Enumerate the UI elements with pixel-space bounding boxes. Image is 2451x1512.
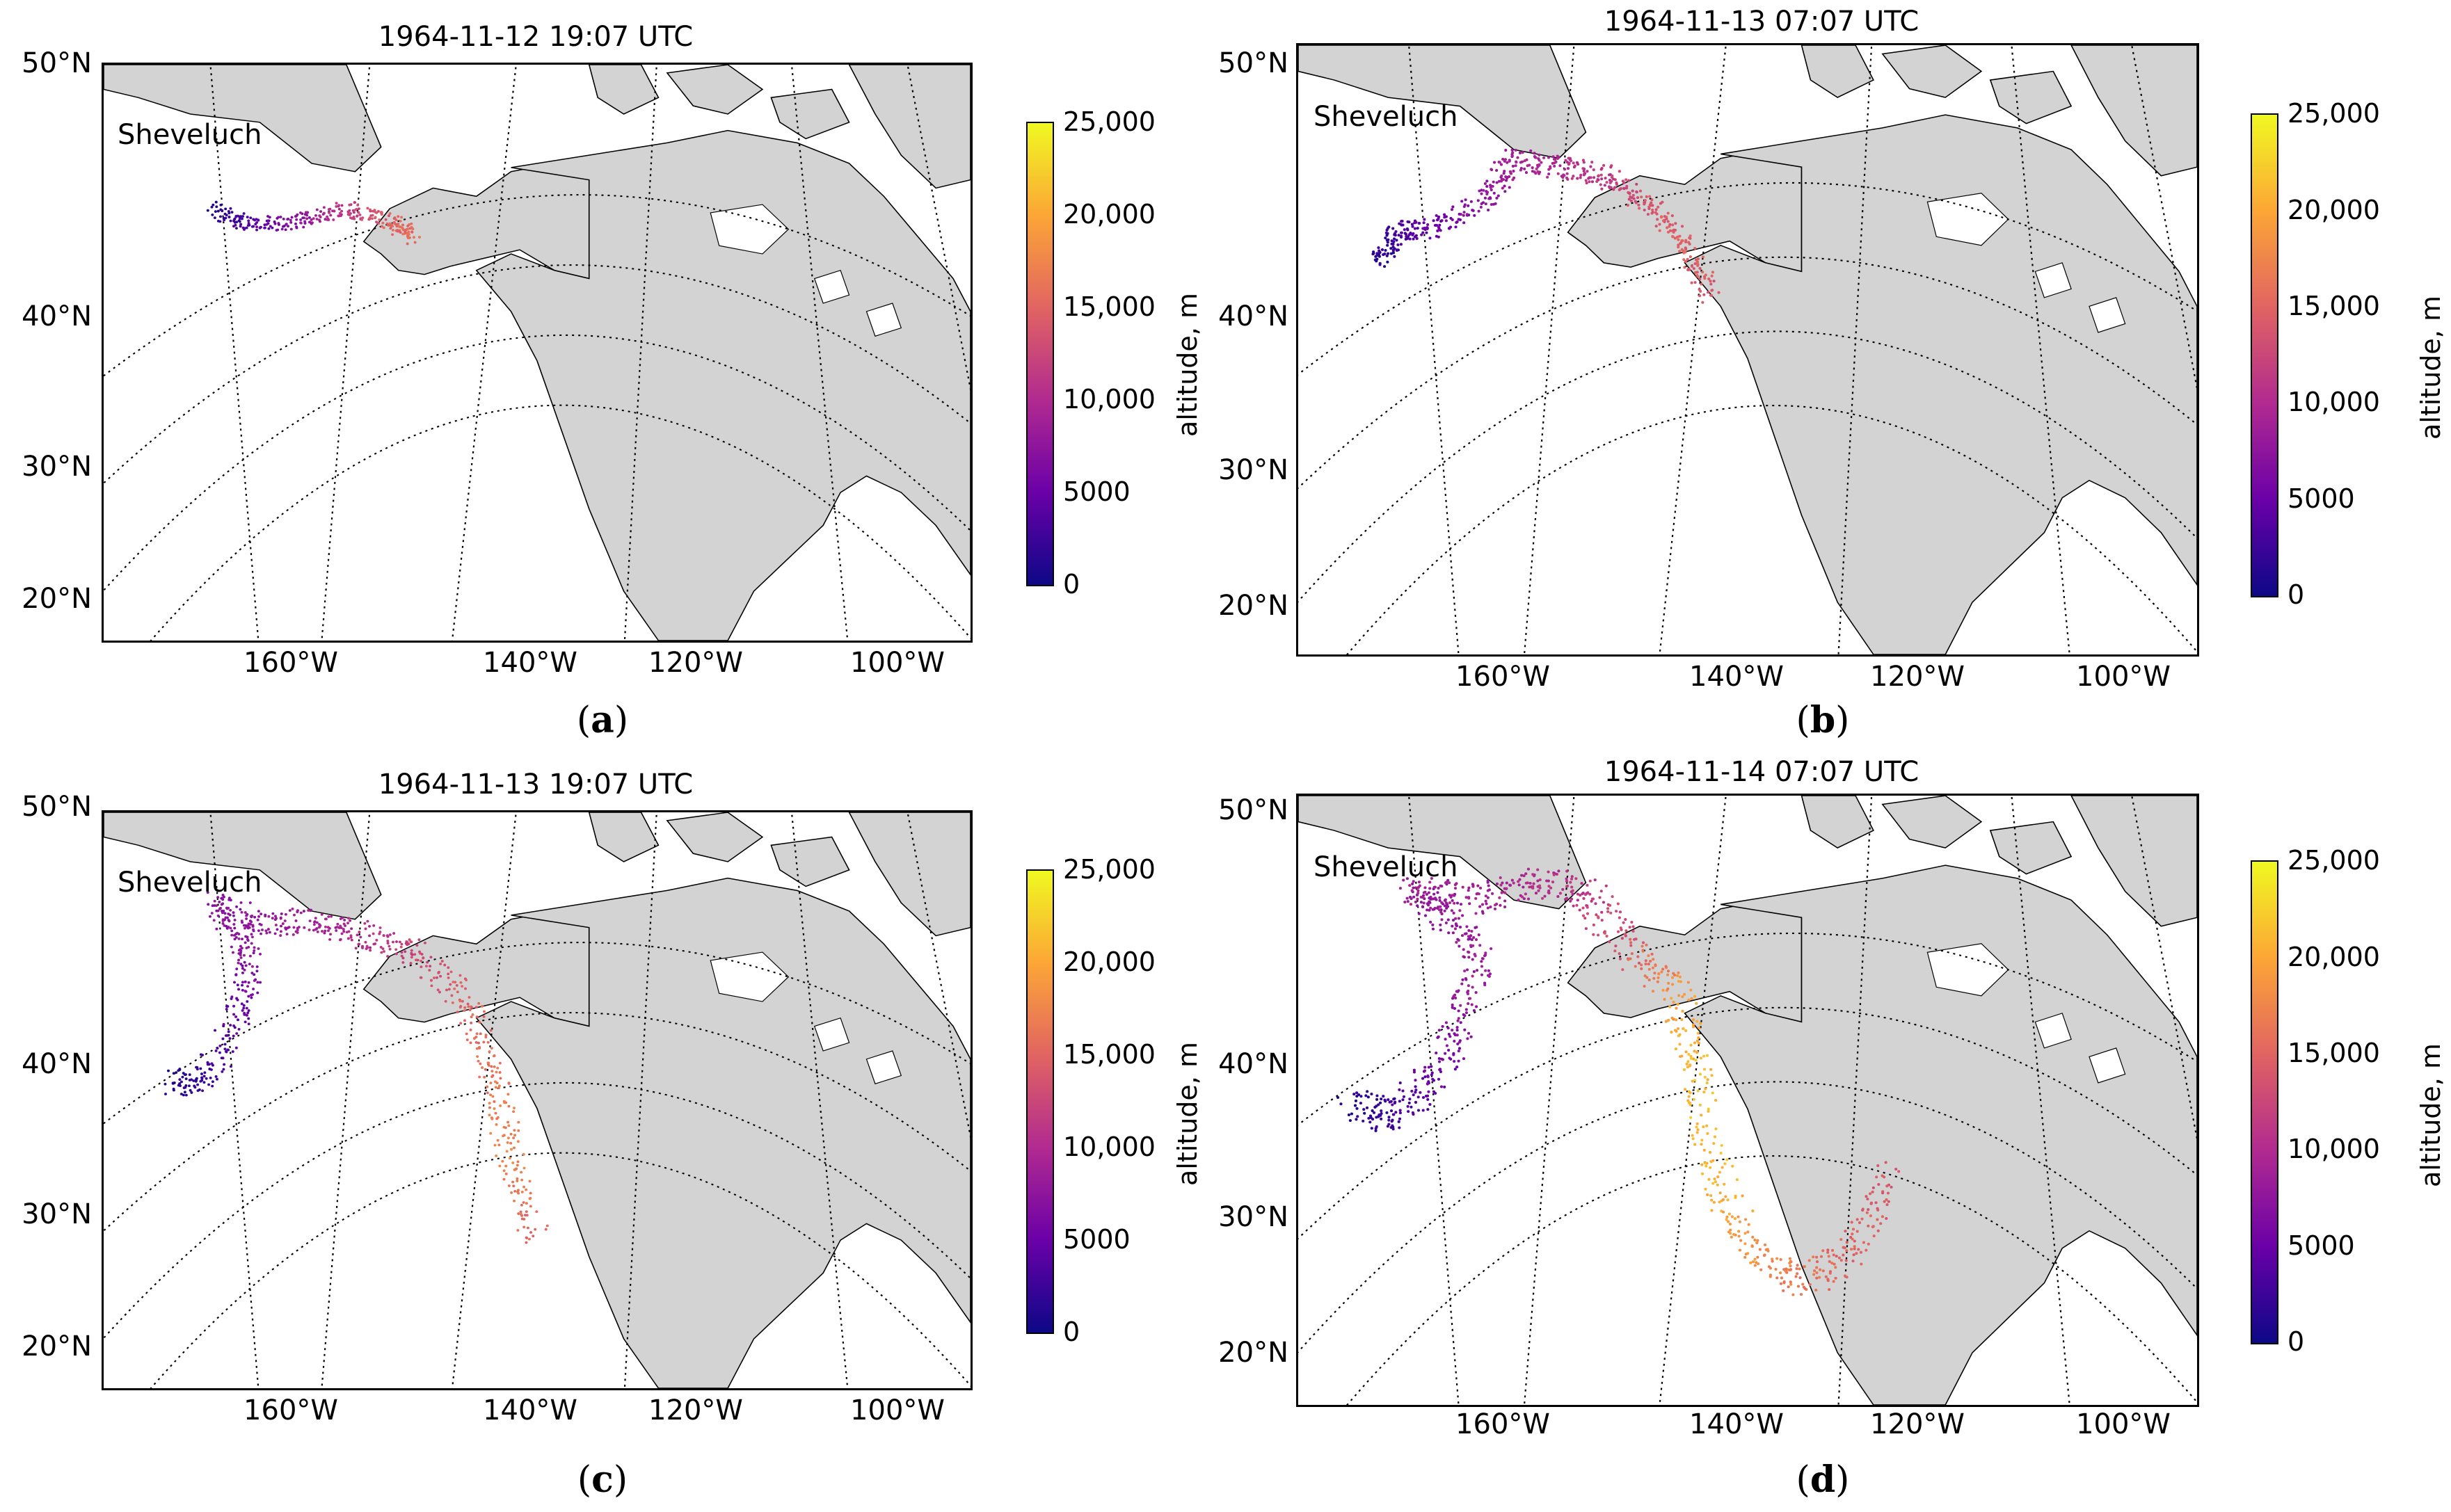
volcano-label: Sheveluch bbox=[118, 867, 262, 899]
panel-c: 1964-11-13 19:07 UTC Sheveluch 50°N 40°N… bbox=[0, 756, 1225, 1512]
map-area[interactable]: Sheveluch bbox=[102, 810, 973, 1390]
panel-caption: (d) bbox=[1796, 1458, 1850, 1501]
lon-label: 100°W bbox=[2076, 1408, 2171, 1440]
colorbar-tick: 25,000 bbox=[2288, 845, 2380, 876]
panel-title: 1964-11-13 19:07 UTC bbox=[378, 769, 694, 801]
lat-label: 30°N bbox=[1218, 454, 1288, 486]
colorbar-tick: 5000 bbox=[1063, 476, 1131, 507]
colorbar-tick: 5000 bbox=[1063, 1224, 1131, 1255]
colorbar-tick: 25,000 bbox=[1063, 106, 1156, 137]
colorbar-tick: 0 bbox=[1063, 1317, 1080, 1347]
lat-label: 50°N bbox=[1218, 794, 1288, 826]
lat-label: 50°N bbox=[22, 791, 92, 823]
panel-title: 1964-11-12 19:07 UTC bbox=[378, 21, 694, 53]
lon-label: 140°W bbox=[483, 647, 577, 679]
map-canvas bbox=[104, 812, 971, 1388]
lat-label: 20°N bbox=[22, 583, 92, 615]
lat-label: 30°N bbox=[1218, 1201, 1288, 1233]
colorbar-tick: 10,000 bbox=[2288, 1134, 2380, 1164]
panel-caption: (b) bbox=[1796, 699, 1850, 741]
map-canvas bbox=[1298, 796, 2197, 1405]
lat-label: 30°N bbox=[22, 451, 92, 483]
lon-label: 160°W bbox=[1455, 661, 1550, 693]
colorbar-tick: 15,000 bbox=[2288, 1038, 2380, 1068]
lat-label: 40°N bbox=[22, 300, 92, 332]
lat-label: 20°N bbox=[1218, 590, 1288, 622]
lat-label: 50°N bbox=[1218, 47, 1288, 79]
lat-label: 20°N bbox=[22, 1330, 92, 1362]
colorbar-tick: 5000 bbox=[2288, 483, 2355, 514]
panel-title: 1964-11-14 07:07 UTC bbox=[1604, 756, 1919, 788]
lon-label: 120°W bbox=[648, 1394, 743, 1426]
colorbar bbox=[2251, 113, 2278, 597]
colorbar bbox=[2251, 860, 2278, 1344]
volcano-label: Sheveluch bbox=[1314, 101, 1458, 133]
lon-label: 120°W bbox=[1870, 661, 1965, 693]
lat-label: 40°N bbox=[1218, 300, 1288, 332]
lat-label: 40°N bbox=[22, 1048, 92, 1080]
lon-label: 100°W bbox=[2076, 661, 2171, 693]
map-area[interactable]: Sheveluch bbox=[1296, 43, 2199, 657]
colorbar-tick: 15,000 bbox=[1063, 291, 1156, 322]
colorbar-tick: 0 bbox=[1063, 569, 1080, 600]
colorbar-tick: 25,000 bbox=[2288, 98, 2380, 129]
lon-label: 140°W bbox=[1689, 1408, 1784, 1440]
lon-label: 140°W bbox=[1689, 661, 1784, 693]
lat-label: 20°N bbox=[1218, 1337, 1288, 1369]
panel-caption: (a) bbox=[576, 699, 629, 741]
colorbar-title: altitude, m bbox=[1172, 1042, 1203, 1186]
map-area[interactable]: Sheveluch bbox=[102, 63, 973, 643]
colorbar-tick: 0 bbox=[2288, 1326, 2305, 1357]
colorbar-title: altitude, m bbox=[2416, 1043, 2446, 1187]
colorbar-tick: 25,000 bbox=[1063, 854, 1156, 885]
colorbar-tick: 20,000 bbox=[1063, 947, 1156, 977]
lon-label: 160°W bbox=[1455, 1408, 1550, 1440]
colorbar-tick: 10,000 bbox=[1063, 1132, 1156, 1162]
colorbar-tick: 15,000 bbox=[2288, 291, 2380, 321]
lon-label: 160°W bbox=[243, 1394, 338, 1426]
lon-label: 100°W bbox=[850, 647, 945, 679]
map-area[interactable]: Sheveluch bbox=[1296, 794, 2199, 1407]
lon-label: 140°W bbox=[483, 1394, 577, 1426]
map-canvas bbox=[104, 65, 971, 641]
panel-title: 1964-11-13 07:07 UTC bbox=[1604, 6, 1919, 38]
panel-d: 1964-11-14 07:07 UTC Sheveluch 50°N 40°N… bbox=[1218, 756, 2451, 1512]
volcano-label: Sheveluch bbox=[118, 119, 262, 151]
panel-a: 1964-11-12 19:07 UTC Sheveluch 50°N 40°N… bbox=[0, 0, 1225, 756]
panel-caption: (c) bbox=[577, 1458, 628, 1501]
colorbar-tick: 5000 bbox=[2288, 1230, 2355, 1261]
panel-b: 1964-11-13 07:07 UTC Sheveluch 50°N 40°N… bbox=[1218, 0, 2451, 756]
colorbar-tick: 20,000 bbox=[2288, 942, 2380, 972]
map-canvas bbox=[1298, 45, 2197, 654]
lat-label: 30°N bbox=[22, 1198, 92, 1230]
volcano-label: Sheveluch bbox=[1314, 851, 1458, 883]
colorbar-tick: 20,000 bbox=[2288, 195, 2380, 225]
colorbar-tick: 20,000 bbox=[1063, 199, 1156, 230]
lat-label: 50°N bbox=[22, 47, 92, 79]
lon-label: 120°W bbox=[648, 647, 743, 679]
lon-label: 100°W bbox=[850, 1394, 945, 1426]
lon-label: 160°W bbox=[243, 647, 338, 679]
lon-label: 120°W bbox=[1870, 1408, 1965, 1440]
lat-label: 40°N bbox=[1218, 1048, 1288, 1080]
colorbar-tick: 10,000 bbox=[1063, 384, 1156, 415]
colorbar bbox=[1026, 122, 1054, 586]
colorbar-tick: 0 bbox=[2288, 579, 2305, 610]
colorbar-title: altitude, m bbox=[2416, 296, 2446, 440]
colorbar bbox=[1026, 869, 1054, 1334]
colorbar-tick: 10,000 bbox=[2288, 387, 2380, 417]
colorbar-tick: 15,000 bbox=[1063, 1039, 1156, 1070]
colorbar-title: altitude, m bbox=[1172, 293, 1203, 437]
